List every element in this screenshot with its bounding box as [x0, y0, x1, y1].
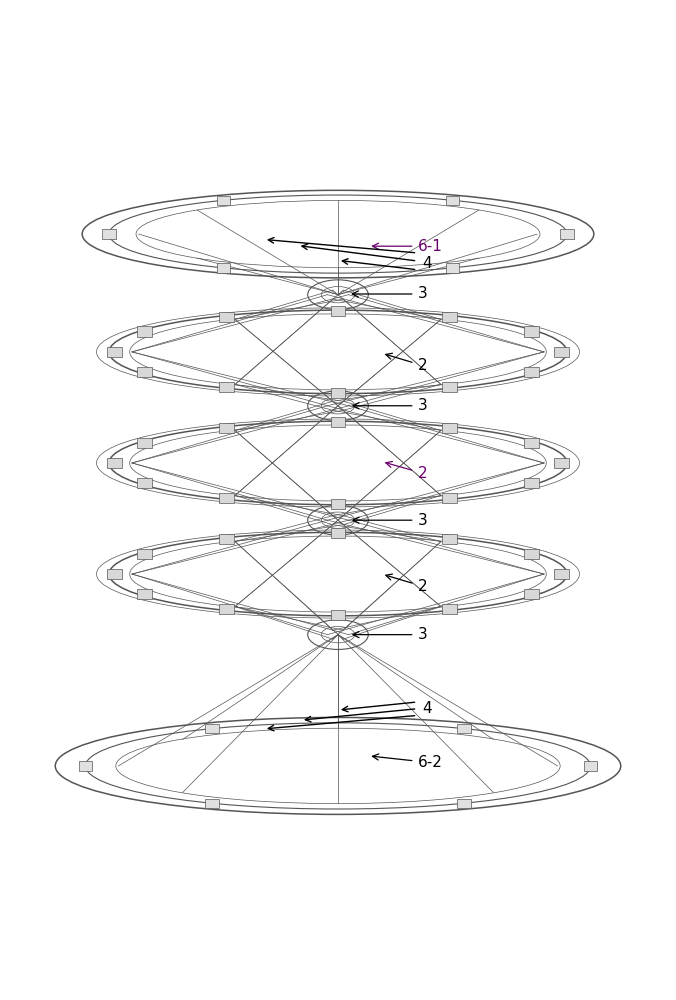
FancyBboxPatch shape [219, 604, 234, 614]
FancyBboxPatch shape [137, 478, 152, 488]
Text: 3: 3 [353, 627, 427, 642]
FancyBboxPatch shape [524, 438, 539, 448]
FancyBboxPatch shape [79, 761, 92, 771]
FancyBboxPatch shape [107, 569, 122, 579]
FancyBboxPatch shape [219, 423, 234, 433]
Text: 3: 3 [352, 286, 427, 301]
FancyBboxPatch shape [584, 761, 597, 771]
FancyBboxPatch shape [442, 534, 457, 544]
Text: 2: 2 [386, 353, 427, 373]
Text: 3: 3 [353, 513, 427, 528]
FancyBboxPatch shape [442, 493, 457, 503]
FancyBboxPatch shape [442, 423, 457, 433]
FancyBboxPatch shape [205, 724, 218, 733]
FancyBboxPatch shape [219, 493, 234, 503]
FancyBboxPatch shape [137, 549, 152, 559]
FancyBboxPatch shape [217, 196, 231, 205]
FancyBboxPatch shape [331, 610, 345, 620]
FancyBboxPatch shape [458, 799, 471, 808]
FancyBboxPatch shape [554, 569, 569, 579]
FancyBboxPatch shape [524, 478, 539, 488]
FancyBboxPatch shape [445, 263, 459, 273]
Text: 4: 4 [422, 701, 432, 716]
FancyBboxPatch shape [107, 347, 122, 357]
FancyBboxPatch shape [524, 549, 539, 559]
Text: 6-1: 6-1 [372, 239, 442, 254]
FancyBboxPatch shape [137, 367, 152, 377]
FancyBboxPatch shape [217, 263, 231, 273]
FancyBboxPatch shape [137, 589, 152, 599]
FancyBboxPatch shape [205, 799, 218, 808]
FancyBboxPatch shape [524, 326, 539, 337]
FancyBboxPatch shape [219, 312, 234, 322]
Text: 2: 2 [386, 574, 427, 594]
FancyBboxPatch shape [524, 367, 539, 377]
Text: 3: 3 [353, 398, 427, 413]
FancyBboxPatch shape [102, 229, 116, 239]
FancyBboxPatch shape [442, 604, 457, 614]
FancyBboxPatch shape [442, 382, 457, 392]
FancyBboxPatch shape [107, 458, 122, 468]
FancyBboxPatch shape [219, 534, 234, 544]
FancyBboxPatch shape [524, 589, 539, 599]
FancyBboxPatch shape [442, 312, 457, 322]
FancyBboxPatch shape [137, 326, 152, 337]
FancyBboxPatch shape [331, 417, 345, 427]
FancyBboxPatch shape [331, 528, 345, 538]
FancyBboxPatch shape [331, 388, 345, 398]
FancyBboxPatch shape [458, 724, 471, 733]
FancyBboxPatch shape [554, 458, 569, 468]
FancyBboxPatch shape [219, 382, 234, 392]
Text: 2: 2 [386, 461, 427, 481]
FancyBboxPatch shape [331, 306, 345, 316]
Text: 6-2: 6-2 [372, 754, 442, 770]
FancyBboxPatch shape [554, 347, 569, 357]
FancyBboxPatch shape [331, 499, 345, 509]
FancyBboxPatch shape [445, 196, 459, 205]
Text: 4: 4 [422, 256, 432, 271]
FancyBboxPatch shape [137, 438, 152, 448]
FancyBboxPatch shape [560, 229, 574, 239]
